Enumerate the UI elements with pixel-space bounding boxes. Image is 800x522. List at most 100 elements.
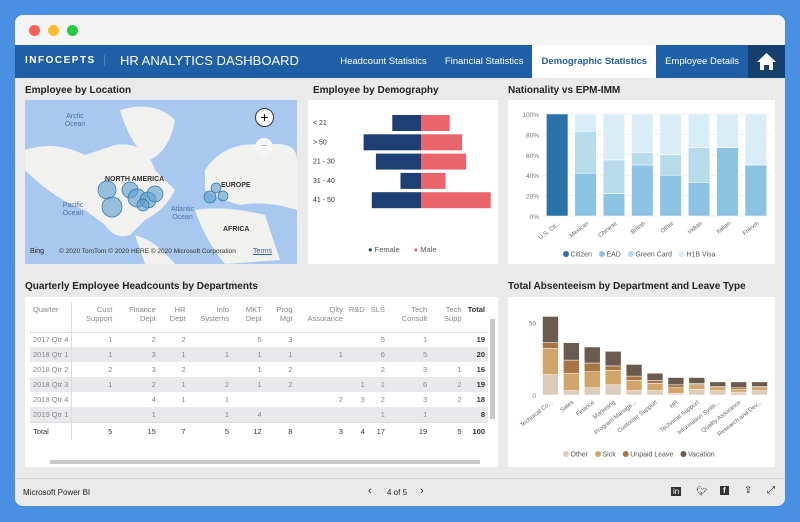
facebook-icon[interactable]: f xyxy=(720,486,729,495)
next-page-button[interactable]: › xyxy=(420,485,424,497)
male-bar xyxy=(421,134,462,151)
linkedin-icon[interactable]: in xyxy=(671,487,682,496)
bar-h1b-visa xyxy=(659,113,682,156)
legend-female[interactable]: ● Female xyxy=(368,245,400,254)
zoom-in-button[interactable]: + xyxy=(255,108,274,127)
table-cell: 1 xyxy=(367,377,388,392)
column-header[interactable]: Info Systems xyxy=(188,302,233,333)
bar-green-card xyxy=(659,154,682,176)
table-cell: 100 xyxy=(464,421,488,440)
table-cell: 1 xyxy=(387,407,431,422)
table-cell: Total xyxy=(30,421,73,440)
table-cell: 1 xyxy=(158,347,189,362)
bar-vacation xyxy=(730,381,747,388)
table-cell: 2 xyxy=(188,377,233,392)
brand-label: Microsoft Power BI xyxy=(23,488,91,497)
legend-male[interactable]: ● Male xyxy=(413,245,437,254)
vertical-scrollbar[interactable] xyxy=(490,319,495,419)
headcount-table: Quarter Cust Support Finance Dept HR Dept In… xyxy=(30,302,488,440)
close-button[interactable] xyxy=(29,25,40,36)
column-header[interactable]: Quarter xyxy=(30,302,73,333)
app-window: INFOCEPTS HR ANALYTICS DASHBOARD Headcou… xyxy=(15,15,785,506)
tab-demographic-statistics[interactable]: Demographic Statistics xyxy=(532,45,657,78)
legend-marker xyxy=(563,251,569,257)
legend-female-label: Female xyxy=(374,245,400,254)
nationality-panel: 0% 20% 40% 60% 80% 100% U.S. Cit... Mexican Chin… xyxy=(508,100,775,264)
table-cell: 2 xyxy=(338,395,343,404)
column-header[interactable]: Total xyxy=(464,302,488,333)
bar-green-card xyxy=(688,147,711,183)
x-tick-label: Indian xyxy=(687,221,704,236)
table-cell: 1 xyxy=(108,335,113,345)
table-cell: 4 xyxy=(345,421,368,440)
bar-sick xyxy=(730,388,747,393)
fullscreen-icon[interactable]: ⤢ xyxy=(767,485,775,496)
column-header[interactable]: HR Dept xyxy=(158,302,189,333)
column-header[interactable]: Cust Support xyxy=(71,302,116,333)
column-header[interactable]: Tech Consult xyxy=(387,302,431,333)
legend-marker xyxy=(563,451,569,457)
table-cell: 4 xyxy=(232,407,265,422)
table-cell: 7 xyxy=(158,421,189,440)
table-cell: 5 xyxy=(71,421,116,440)
table-cell xyxy=(295,332,346,347)
table-cell: 19 xyxy=(464,377,488,392)
column-header[interactable]: SLS xyxy=(367,302,388,333)
share-icon[interactable]: ⇪ xyxy=(744,485,753,496)
legend-label: Other xyxy=(571,452,589,459)
header-bar: INFOCEPTS HR ANALYTICS DASHBOARD Headcou… xyxy=(15,45,785,78)
bar-sick xyxy=(625,380,643,391)
arctic-ocean-label: Arctic Ocean xyxy=(64,113,86,128)
bar-sick xyxy=(667,387,685,394)
home-button[interactable] xyxy=(748,45,785,78)
table-cell: 15 xyxy=(115,421,159,440)
column-header[interactable]: Tech Supp xyxy=(430,302,465,333)
bar-sick xyxy=(542,348,559,375)
tab-financial-statistics[interactable]: Financial Statistics xyxy=(444,56,524,67)
bar-other xyxy=(584,387,601,396)
maximize-button[interactable] xyxy=(67,25,78,36)
bar-sick xyxy=(709,387,726,391)
age-label: 21 - 30 xyxy=(313,159,335,166)
column-header[interactable]: MKT Dept xyxy=(232,302,265,333)
location-map[interactable]: Arctic Ocean Pacific Ocean Atlantic Ocea… xyxy=(25,100,297,264)
x-tick-label: U.S. Cit... xyxy=(538,221,562,242)
terms-link[interactable]: Terms xyxy=(253,248,273,255)
pacific-ocean-label: Pacific Ocean xyxy=(62,202,84,217)
male-bar xyxy=(421,115,450,131)
demography-legend: ● Female ● Male xyxy=(368,245,437,254)
previous-page-button[interactable]: ‹ xyxy=(368,485,372,497)
age-label: 31 - 40 xyxy=(313,178,335,185)
bing-logo: Bing xyxy=(30,248,45,255)
table-cell: 2 xyxy=(151,335,156,345)
column-header[interactable]: Prog Mgt xyxy=(264,302,296,333)
twitter-icon[interactable]: 🐦︎ xyxy=(696,486,708,496)
nationality-title: Nationality vs EPM-IMM xyxy=(508,85,621,96)
table-cell xyxy=(295,407,346,422)
table-cell: 2018 Qtr 1 xyxy=(30,347,73,362)
zoom-out-button[interactable]: − xyxy=(255,138,273,156)
minimize-button[interactable] xyxy=(48,25,59,36)
legend-marker xyxy=(680,451,687,457)
table-cell: 2017 Qtr 4 xyxy=(30,332,73,347)
bar-vacation xyxy=(625,364,643,377)
table-cell: 3 xyxy=(288,335,293,345)
table-cell: 1 xyxy=(257,365,262,374)
column-header[interactable]: Qlty Assurance xyxy=(295,302,346,333)
table-cell: 8 xyxy=(264,421,296,440)
column-header[interactable]: Finance Dept xyxy=(115,302,159,333)
horizontal-scrollbar[interactable] xyxy=(50,460,480,464)
bar-sick xyxy=(688,384,706,390)
column-header[interactable]: R&D xyxy=(345,302,368,333)
table-cell: 2 xyxy=(108,365,113,374)
tab-headcount-statistics[interactable]: Headcount Statistics xyxy=(340,56,427,67)
table-cell: 2 xyxy=(115,377,159,392)
table-cell: 2 xyxy=(430,377,465,392)
table-cell: 19 xyxy=(476,335,485,345)
bar-vacation xyxy=(563,342,580,361)
table-row: 2018 Qtr 4 4 1 1 2 3 2 3 2 18 xyxy=(30,392,488,407)
table-cell xyxy=(345,407,368,422)
bar-green-card xyxy=(631,152,654,166)
table-cell: 5 xyxy=(430,421,465,440)
tab-employee-details[interactable]: Employee Details xyxy=(665,56,739,67)
